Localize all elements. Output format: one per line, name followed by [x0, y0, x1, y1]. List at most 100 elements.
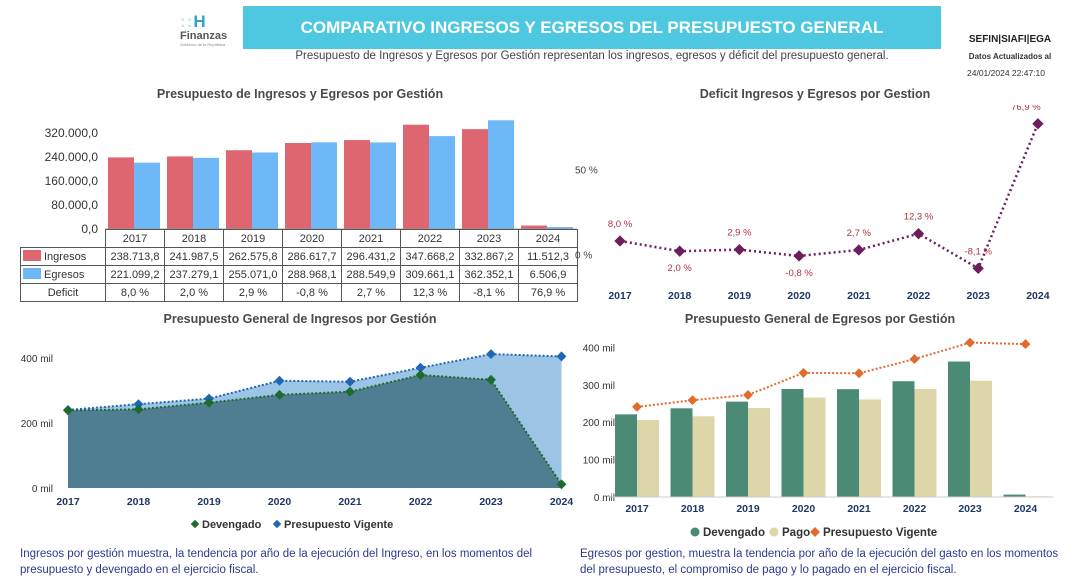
- chart4-bar-pago: [914, 388, 937, 497]
- chart1-legend-egresos: Egresos: [20, 265, 106, 284]
- chart3-xtick: 2017: [56, 496, 80, 508]
- chart1-xtick: 2023: [459, 229, 519, 248]
- chart2-point: [733, 243, 746, 256]
- chart2-point: [972, 262, 984, 275]
- chart1-value-label: 309.661,1: [400, 265, 460, 284]
- chart2-data-label: -8,1 %: [964, 246, 992, 257]
- chart1-bar-egresos: [193, 157, 219, 229]
- chart4-bar-devengado: [726, 401, 748, 497]
- chart2-xtick: 2017: [608, 290, 632, 302]
- finanzas-logo: ::H Finanzas Gobierno de la República: [180, 12, 240, 52]
- chart3-ingresos-area: 0 mil 200 mil 400 mil 2017 2018 2019 2020 2021 2…: [21, 349, 574, 531]
- chart4-bar-devengado: [892, 381, 915, 497]
- chart4-ytick: 300 mil: [583, 381, 615, 392]
- chart1-xtick: 2021: [341, 229, 401, 248]
- chart3-point-devengado: [556, 479, 567, 490]
- chart3-legend-marker: [190, 519, 200, 529]
- chart4-bar-pago: [970, 380, 992, 497]
- chart1-value-label: 237.279,1: [164, 265, 224, 284]
- chart4-ytick: 400 mil: [583, 343, 615, 354]
- chart4-bar-devengado: [670, 408, 693, 497]
- chart2-data-label: 2,7 %: [847, 228, 872, 239]
- chart1-value-label: 332.867,2: [459, 247, 519, 266]
- chart4-point-vigente: [965, 337, 975, 348]
- chart3-line-vigente: [67, 353, 562, 411]
- chart4-xtick: 2021: [847, 503, 871, 515]
- chart1-xtick: 2020: [282, 229, 342, 248]
- chart3-point-vigente: [133, 399, 144, 410]
- chart4-bar-pago: [637, 419, 659, 497]
- chart4-xtick: 2019: [736, 503, 760, 515]
- chart1-bar-ingresos: [167, 156, 193, 229]
- chart1-value-label: 347.668,2: [400, 247, 460, 266]
- chart4-bar-devengado: [837, 389, 859, 497]
- chart1-deficit-label: -8,1 %: [459, 283, 519, 302]
- chart4-bar-devengado: [948, 361, 970, 497]
- chart4-xtick: 2022: [903, 503, 927, 515]
- chart4-egresos-bars: 0 mil 100 mil 200 mil 300 mil 400 mil 2017 201…: [583, 337, 1054, 539]
- chart4-bar-pago: [859, 399, 881, 497]
- chart3-ytick: 400 mil: [21, 354, 53, 365]
- chart1-deficit-label: 2,0 %: [164, 283, 224, 302]
- chart4-xtick: 2018: [681, 503, 705, 515]
- chart4-ytick: 100 mil: [583, 456, 615, 467]
- chart4-point-vigente: [687, 395, 698, 406]
- chart4-legend-label: Presupuesto Vigente: [823, 527, 937, 539]
- chart3-xtick: 2019: [197, 496, 221, 508]
- chart1-value-label: 286.617,7: [282, 247, 342, 266]
- chart4-point-vigente: [798, 367, 809, 378]
- chart4-xtick: 2023: [958, 503, 982, 515]
- chart2-xtick: 2023: [967, 290, 991, 302]
- chart4-bar-pago: [692, 416, 715, 497]
- chart1-bar-egresos: [252, 152, 278, 229]
- chart4-legend-label: Pago: [782, 527, 810, 539]
- chart1-value-label: 288.549,9: [341, 265, 401, 284]
- chart1-bar-ingresos: [521, 225, 547, 229]
- chart1-value-label: 221.099,2: [105, 265, 165, 284]
- chart1-ytick: 80.000,0: [51, 198, 98, 212]
- chart1-bar-egresos: [547, 227, 573, 229]
- chart1-bar-egresos: [370, 142, 396, 229]
- chart1-value-label: 241.987,5: [164, 247, 224, 266]
- chart1-deficit-label: 12,3 %: [400, 283, 460, 302]
- chart2-point: [1032, 118, 1044, 130]
- chart1-xtick: 2019: [223, 229, 283, 248]
- chart1-bar-egresos: [311, 142, 337, 229]
- updated-label: Datos Actualizados al: [968, 52, 1052, 61]
- page-title-banner: COMPARATIVO INGRESOS Y EGRESOS DEL PRESU…: [243, 6, 941, 49]
- chart4-legend-label: Devengado: [703, 527, 765, 539]
- chart3-legend-label: Devengado: [202, 519, 262, 531]
- chart4-point-vigente: [743, 390, 753, 400]
- chart1-ytick: 320.000,0: [45, 126, 99, 140]
- chart2-data-label: -0,8 %: [785, 268, 813, 279]
- chart2-xtick: 2019: [728, 290, 752, 302]
- chart1-xtick: 2022: [400, 229, 460, 248]
- chart2-point: [674, 245, 686, 257]
- chart3-title: Presupuesto General de Ingresos por Gest…: [163, 312, 437, 326]
- chart3-xtick: 2024: [550, 496, 574, 508]
- chart1-title: Presupuesto de Ingresos y Egresos por Ge…: [156, 87, 444, 101]
- page-title: COMPARATIVO INGRESOS Y EGRESOS DEL PRESU…: [300, 17, 884, 37]
- chart4-legend-marker: [810, 527, 820, 537]
- chart1-bar-ingresos: [344, 140, 370, 229]
- system-label: SEFIN|SIAFI|EGA: [968, 34, 1052, 45]
- chart3-xtick: 2022: [409, 496, 433, 508]
- chart1-data-table: 2017 2018 2019 2020 2021 2022 2023 2024 Ingresos…: [20, 229, 578, 302]
- chart1-ytick: 240.000,0: [45, 150, 99, 164]
- chart2-point: [912, 228, 925, 240]
- chart4-xtick: 2017: [625, 503, 649, 515]
- chart3-point-devengado: [63, 405, 73, 416]
- chart1-value-label: 362.352,1: [459, 265, 519, 284]
- chart2-data-label: 8,0 %: [608, 219, 633, 230]
- chart1-value-label: 262.575,8: [223, 247, 283, 266]
- chart3-ytick: 0 mil: [32, 484, 53, 495]
- chart1-ytick: 160.000,0: [45, 174, 99, 188]
- chart1-deficit-label: 76,9 %: [518, 283, 578, 302]
- chart1-xtick: 2017: [105, 229, 165, 248]
- chart4-line-vigente: [636, 341, 1026, 408]
- chart2-data-label: 76,9 %: [1011, 105, 1041, 113]
- chart1-legend-ingresos: Ingresos: [20, 247, 106, 266]
- chart1-bar-ingresos: [285, 143, 311, 229]
- chart2-xtick: 2021: [847, 290, 871, 302]
